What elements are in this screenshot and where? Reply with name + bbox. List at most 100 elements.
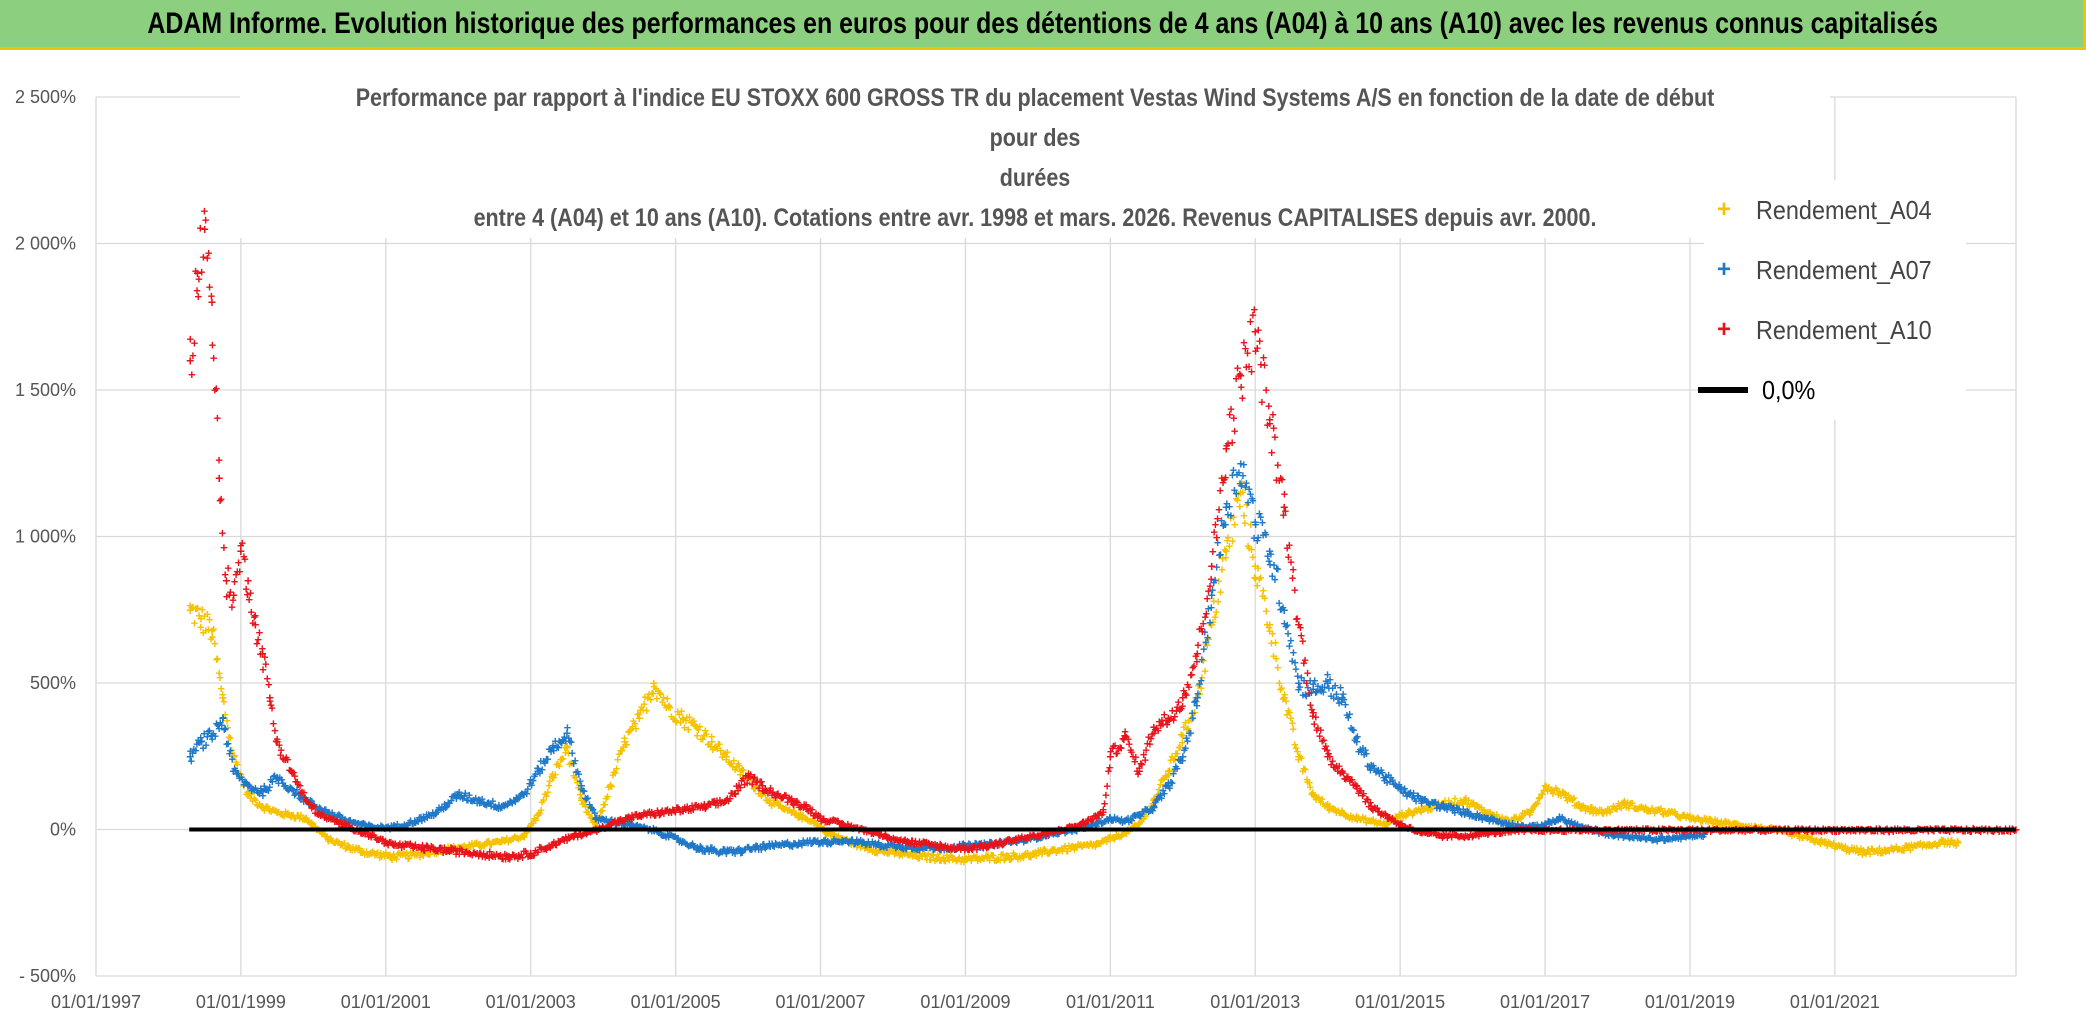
data-point: + <box>770 797 778 812</box>
data-point: + <box>1311 789 1319 804</box>
data-point: + <box>1157 777 1165 792</box>
data-point: + <box>385 848 393 863</box>
data-point: + <box>1353 812 1361 827</box>
data-point: + <box>418 845 426 860</box>
data-point: + <box>896 848 904 863</box>
data-point: + <box>284 806 292 821</box>
data-point: + <box>832 828 840 843</box>
data-point: + <box>273 769 281 785</box>
data-point: + <box>1120 825 1128 840</box>
data-point: + <box>318 826 326 841</box>
data-point: + <box>918 848 926 863</box>
data-point: + <box>903 847 911 862</box>
data-point: + <box>1411 804 1419 819</box>
data-point: + <box>270 803 278 818</box>
data-point: + <box>194 289 202 304</box>
data-point: + <box>1329 801 1337 816</box>
chart-title-line-3: entre 4 (A04) et 10 ans (A10). Cotations… <box>351 198 1718 238</box>
data-point: + <box>1424 803 1432 818</box>
data-point: + <box>1251 558 1259 574</box>
data-point: + <box>422 844 430 859</box>
data-point: + <box>337 837 345 852</box>
data-point: + <box>1055 843 1063 858</box>
data-point: + <box>1198 670 1206 685</box>
data-point: + <box>1020 850 1028 865</box>
data-point: + <box>600 797 608 812</box>
data-point: + <box>1243 497 1251 512</box>
data-point: + <box>1021 847 1029 862</box>
data-point: + <box>755 786 763 801</box>
data-point: + <box>418 839 426 855</box>
data-point: + <box>1266 623 1274 638</box>
data-point: + <box>1342 809 1350 824</box>
data-point: + <box>1501 813 1509 828</box>
data-point: + <box>1459 796 1467 811</box>
data-point: + <box>999 847 1007 862</box>
data-point: + <box>602 791 610 806</box>
data-point: + <box>926 852 934 867</box>
data-point: + <box>1541 778 1549 794</box>
data-point: + <box>661 697 669 712</box>
data-point: + <box>695 722 703 737</box>
data-point: + <box>716 737 724 752</box>
data-point: + <box>1407 805 1415 820</box>
data-point: + <box>1235 487 1243 502</box>
data-point: + <box>1150 798 1158 814</box>
data-point: + <box>1068 839 1076 854</box>
data-point: + <box>795 835 803 851</box>
data-point: + <box>652 681 660 696</box>
data-point: + <box>1230 510 1238 525</box>
data-point: + <box>584 804 592 819</box>
data-point: + <box>1418 824 1426 840</box>
data-point: + <box>1148 799 1156 814</box>
data-point: + <box>404 851 412 866</box>
data-point: + <box>722 792 730 808</box>
data-point: + <box>334 834 342 849</box>
data-point: + <box>495 834 503 849</box>
data-point: + <box>1202 606 1210 621</box>
data-point: + <box>1343 808 1351 823</box>
data-point: + <box>1318 792 1326 807</box>
data-point: + <box>766 838 774 854</box>
data-point: + <box>588 810 596 825</box>
data-point: + <box>722 748 730 764</box>
data-point: + <box>968 853 976 868</box>
chart-title-line-1: Performance par rapport à l'indice EU ST… <box>351 78 1718 158</box>
data-point: + <box>214 651 222 666</box>
data-point: + <box>793 808 801 823</box>
data-point: + <box>442 842 450 857</box>
data-point: + <box>827 827 835 842</box>
data-point: + <box>1483 807 1491 822</box>
data-point: + <box>197 620 205 635</box>
data-point: + <box>1441 793 1449 808</box>
data-point: + <box>677 715 685 730</box>
data-point: + <box>1327 801 1335 816</box>
data-point: + <box>679 712 687 727</box>
data-point: + <box>1193 646 1201 662</box>
data-point: + <box>823 826 831 841</box>
data-point: + <box>219 687 227 702</box>
data-point: + <box>644 691 652 706</box>
data-point: + <box>388 852 396 867</box>
data-point: + <box>951 851 959 866</box>
data-point: + <box>1011 847 1019 862</box>
data-point: + <box>1259 583 1267 598</box>
data-point: + <box>1155 782 1163 797</box>
data-point: + <box>593 818 601 833</box>
data-point: + <box>1295 748 1303 764</box>
data-point: + <box>1237 455 1245 471</box>
data-point: + <box>1642 801 1650 817</box>
data-point: + <box>1048 842 1056 857</box>
data-point: + <box>427 842 435 857</box>
data-point: + <box>217 491 225 506</box>
data-point: + <box>1369 812 1377 827</box>
data-point: + <box>241 775 249 790</box>
data-point: + <box>1187 712 1195 727</box>
data-point: + <box>230 763 238 779</box>
data-point: + <box>869 844 877 859</box>
data-point: + <box>708 729 716 744</box>
data-point: + <box>348 842 356 857</box>
data-point: + <box>233 757 241 772</box>
data-point: + <box>186 353 194 369</box>
data-point: + <box>355 841 363 856</box>
